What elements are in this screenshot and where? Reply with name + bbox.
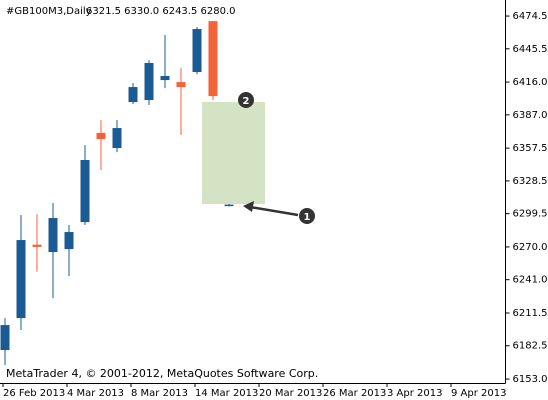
symbol: #GB100M3,Daily (6, 6, 92, 17)
y-tick-label: 6474.5 (513, 11, 548, 22)
candle-body (48, 218, 58, 253)
y-tick-label: 6241.0 (513, 275, 548, 286)
x-tick-label: 26 Mar 2013 (323, 388, 386, 399)
copyright: MetaTrader 4, © 2001-2012, MetaQuotes So… (6, 367, 318, 380)
candle-body (64, 232, 74, 250)
ohlc: 6321.5 6330.0 6243.5 6280.0 (86, 6, 236, 17)
x-tick-label: 14 Mar 2013 (195, 388, 258, 399)
candle-body (192, 29, 202, 73)
candle-body (160, 75, 170, 81)
marker-label: 2 (243, 96, 250, 107)
y-tick-label: 6357.5 (513, 143, 548, 154)
candle-body (80, 159, 90, 223)
candle-body (176, 82, 186, 88)
x-tick-label: 9 Apr 2013 (451, 388, 506, 399)
y-tick-label: 6416.0 (513, 77, 548, 88)
candle-body (16, 240, 26, 319)
candle-body (0, 325, 10, 351)
x-tick-label: 8 Mar 2013 (131, 388, 188, 399)
x-tick-label: 4 Mar 2013 (67, 388, 124, 399)
candle-body (96, 132, 106, 140)
y-tick-label: 6445.5 (513, 44, 548, 55)
candle-body (128, 87, 138, 103)
x-tick-label: 26 Feb 2013 (3, 388, 65, 399)
x-tick-label: 3 Apr 2013 (387, 388, 442, 399)
candle-body (144, 63, 154, 101)
highlight-box (202, 102, 265, 204)
marker (299, 208, 315, 224)
marker (238, 92, 254, 108)
y-tick-label: 6270.0 (513, 242, 548, 253)
candle-body (112, 128, 122, 149)
candle-body (208, 21, 218, 97)
candle-body (32, 244, 42, 247)
candle-body (224, 204, 234, 207)
y-tick-label: 6299.5 (513, 209, 548, 220)
y-tick-label: 6211.5 (513, 308, 548, 319)
y-tick-label: 6182.5 (513, 341, 548, 352)
y-tick-label: 6153.0 (513, 374, 548, 385)
marker-label: 1 (304, 212, 311, 223)
y-tick-label: 6328.5 (513, 176, 548, 187)
y-tick-label: 6387.0 (513, 110, 548, 121)
x-tick-label: 20 Mar 2013 (259, 388, 322, 399)
arrow-head (243, 201, 254, 212)
arrow (249, 205, 299, 217)
